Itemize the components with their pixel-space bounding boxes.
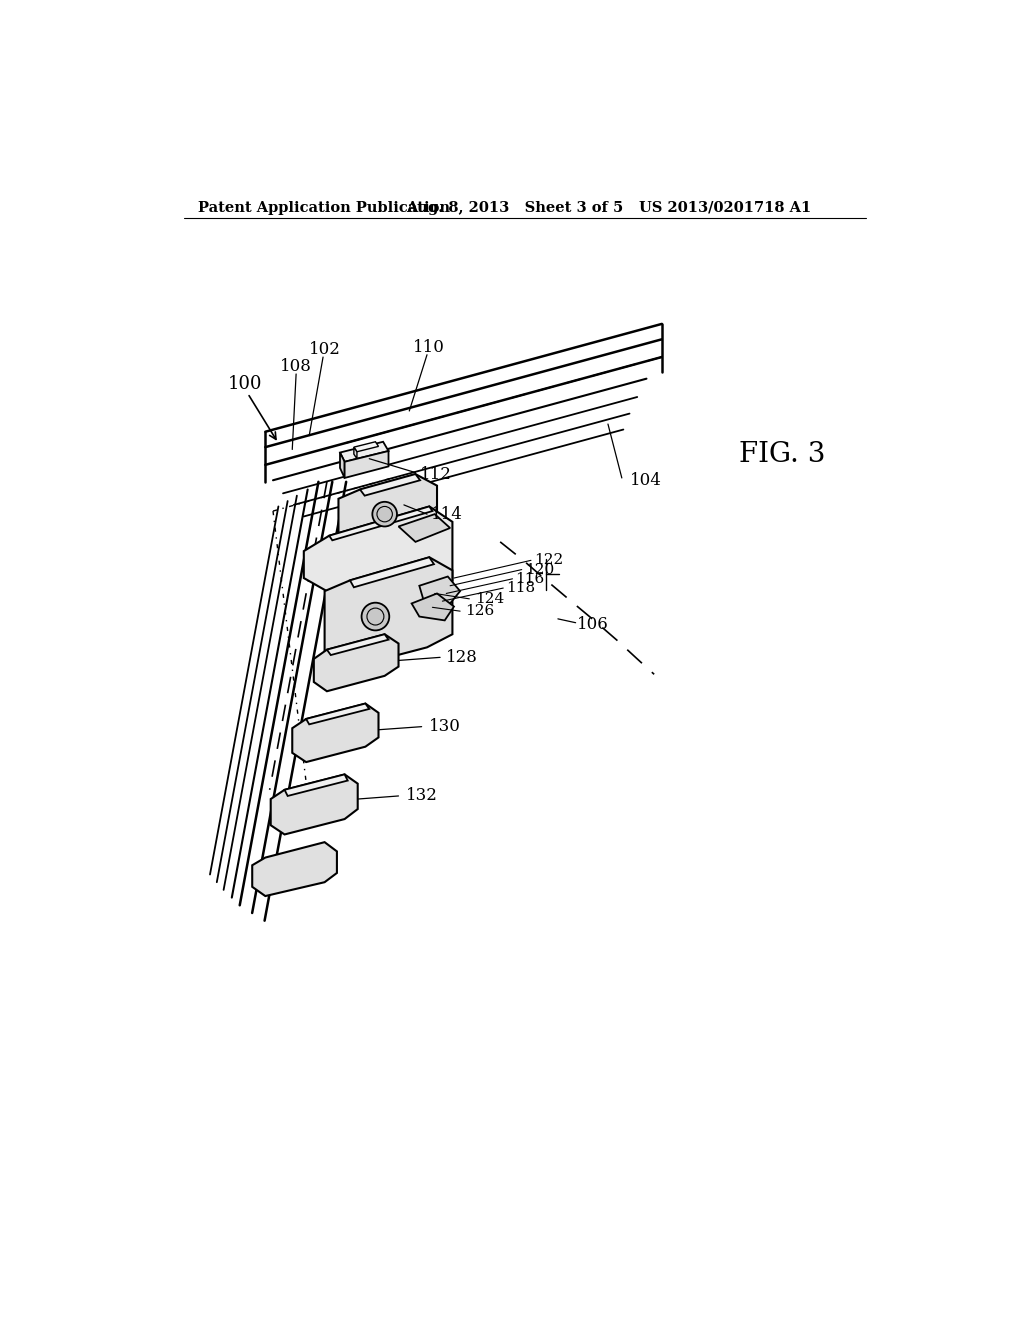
Text: 112: 112 bbox=[420, 466, 452, 483]
Polygon shape bbox=[304, 507, 453, 591]
Polygon shape bbox=[419, 577, 460, 603]
Text: 106: 106 bbox=[578, 615, 609, 632]
Text: 122: 122 bbox=[535, 553, 563, 568]
Polygon shape bbox=[340, 453, 345, 478]
Polygon shape bbox=[292, 704, 379, 762]
Polygon shape bbox=[398, 515, 451, 543]
Polygon shape bbox=[354, 442, 379, 451]
Polygon shape bbox=[270, 775, 357, 834]
Polygon shape bbox=[350, 557, 434, 587]
Polygon shape bbox=[285, 775, 348, 796]
Text: 104: 104 bbox=[630, 471, 662, 488]
Text: 116: 116 bbox=[515, 572, 545, 586]
Text: 120: 120 bbox=[524, 562, 554, 577]
Text: 110: 110 bbox=[414, 338, 445, 355]
Text: Aug. 8, 2013   Sheet 3 of 5: Aug. 8, 2013 Sheet 3 of 5 bbox=[407, 201, 624, 215]
Polygon shape bbox=[313, 635, 398, 692]
Text: 128: 128 bbox=[446, 649, 478, 665]
Polygon shape bbox=[340, 442, 388, 462]
Text: 130: 130 bbox=[429, 718, 461, 735]
Text: 108: 108 bbox=[281, 358, 312, 375]
Polygon shape bbox=[412, 594, 454, 620]
Text: 118: 118 bbox=[506, 581, 536, 595]
Text: 114: 114 bbox=[431, 507, 463, 524]
Polygon shape bbox=[330, 507, 432, 540]
Text: Patent Application Publication: Patent Application Publication bbox=[199, 201, 451, 215]
Polygon shape bbox=[360, 474, 420, 496]
Text: 102: 102 bbox=[308, 341, 341, 358]
Text: 124: 124 bbox=[475, 591, 505, 606]
Circle shape bbox=[373, 502, 397, 527]
Text: US 2013/0201718 A1: US 2013/0201718 A1 bbox=[639, 201, 811, 215]
Polygon shape bbox=[345, 451, 388, 478]
Text: 100: 100 bbox=[227, 375, 262, 393]
Text: 126: 126 bbox=[465, 605, 494, 618]
Polygon shape bbox=[327, 635, 388, 655]
Polygon shape bbox=[354, 447, 357, 459]
Text: FIG. 3: FIG. 3 bbox=[739, 441, 825, 469]
Polygon shape bbox=[306, 704, 370, 725]
Circle shape bbox=[361, 603, 389, 631]
Polygon shape bbox=[339, 474, 437, 552]
Polygon shape bbox=[252, 842, 337, 896]
Text: 132: 132 bbox=[407, 788, 438, 804]
Polygon shape bbox=[325, 557, 453, 668]
